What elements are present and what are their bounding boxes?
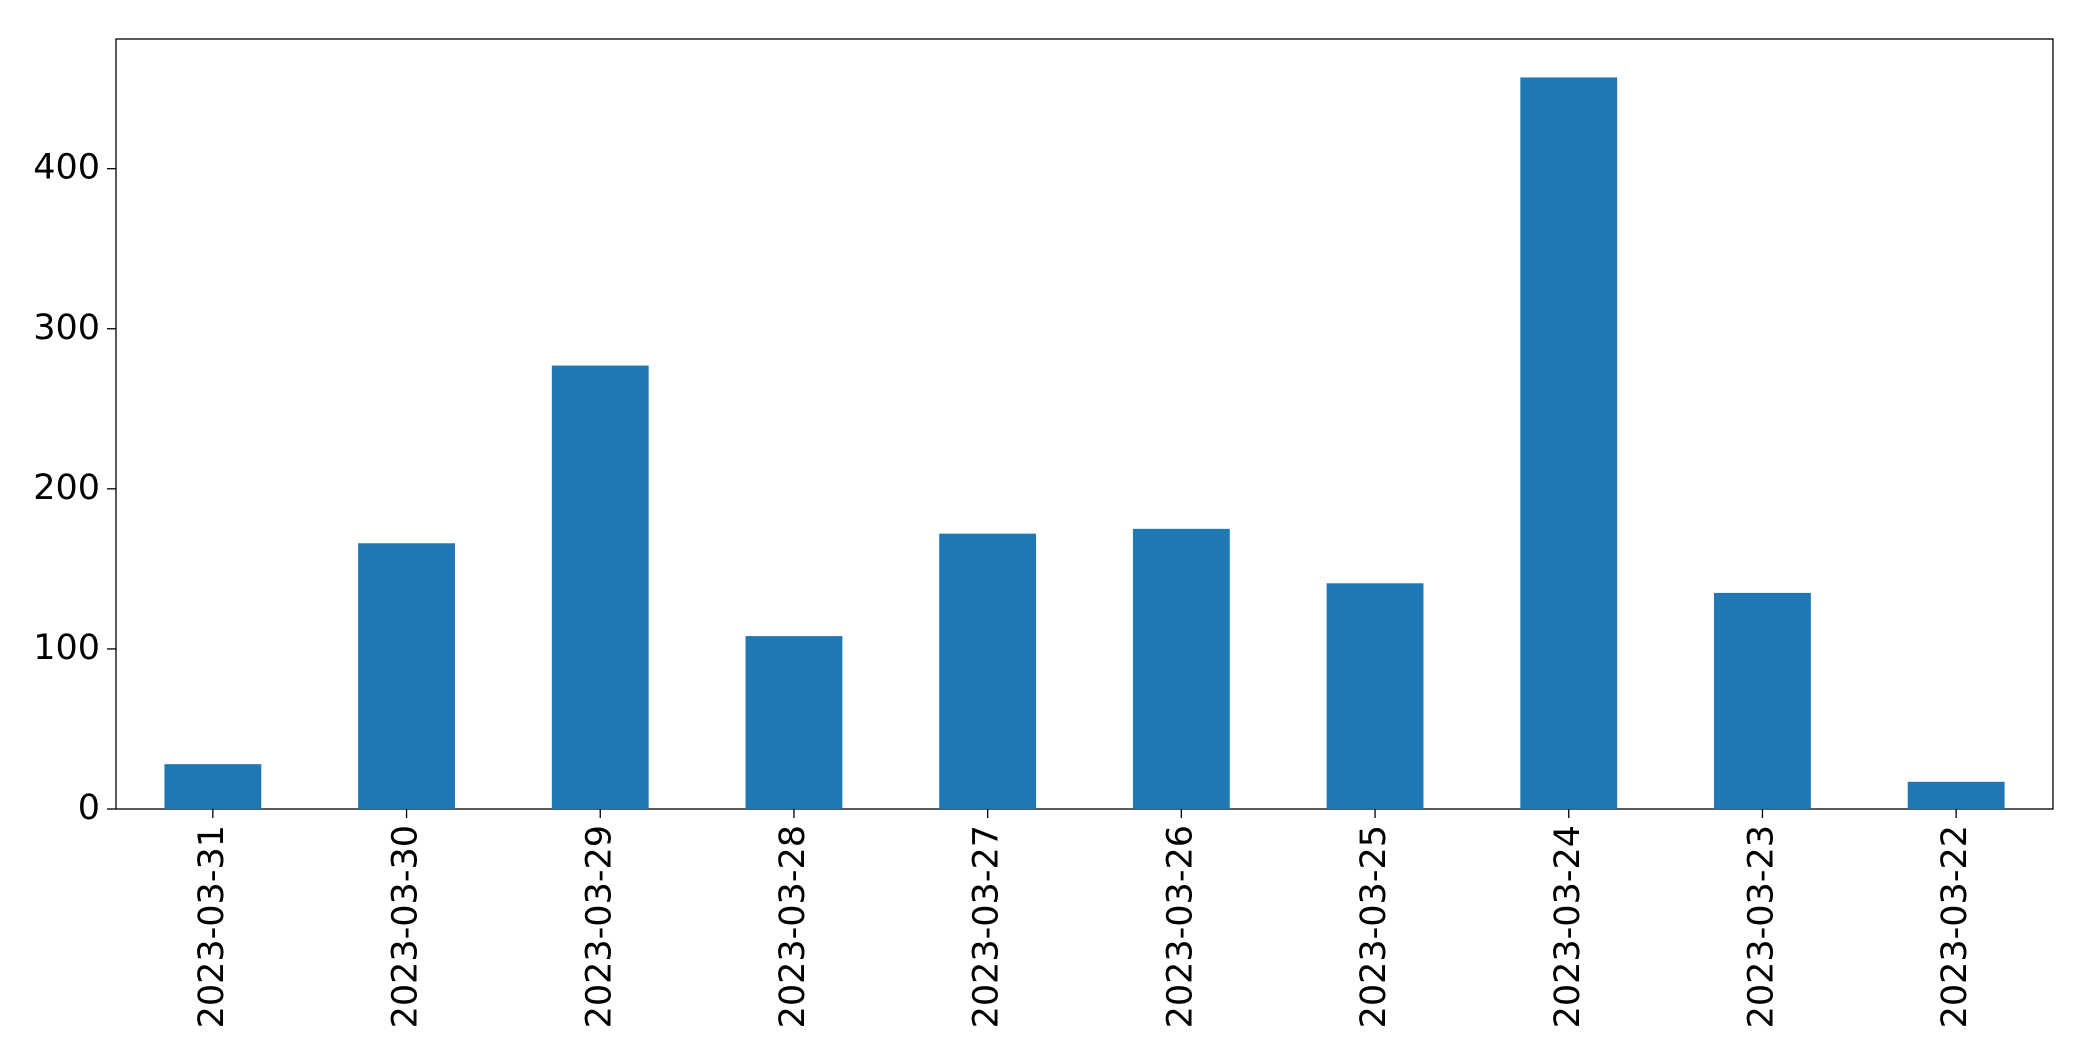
x-tick-label: 2023-03-24 [1548, 825, 1588, 1028]
x-tick-label: 2023-03-22 [1935, 825, 1975, 1028]
x-tick-label: 2023-03-27 [967, 825, 1007, 1028]
y-tick-label: 200 [33, 468, 100, 508]
x-tick-label: 2023-03-30 [386, 825, 426, 1028]
y-tick-label: 400 [33, 148, 100, 188]
x-tick-label: 2023-03-23 [1741, 825, 1781, 1028]
bar [1714, 592, 1811, 809]
bar [1132, 528, 1230, 809]
y-tick-label: 0 [78, 788, 100, 828]
x-tick-label: 2023-03-28 [773, 825, 813, 1028]
bar [164, 764, 262, 809]
y-tick-label: 100 [33, 628, 100, 668]
bar [1907, 781, 2005, 809]
bar [745, 636, 843, 809]
bar [551, 365, 649, 809]
bar [1520, 77, 1618, 809]
bar [1326, 583, 1424, 809]
plot-frame [115, 38, 2054, 810]
x-tick-label: 2023-03-26 [1160, 825, 1200, 1028]
y-tick-label: 300 [33, 308, 100, 348]
bar [358, 543, 455, 809]
x-tick-label: 2023-03-25 [1354, 825, 1394, 1028]
bar [939, 533, 1037, 809]
x-tick-label: 2023-03-31 [192, 825, 232, 1028]
x-tick-label: 2023-03-29 [579, 825, 619, 1028]
